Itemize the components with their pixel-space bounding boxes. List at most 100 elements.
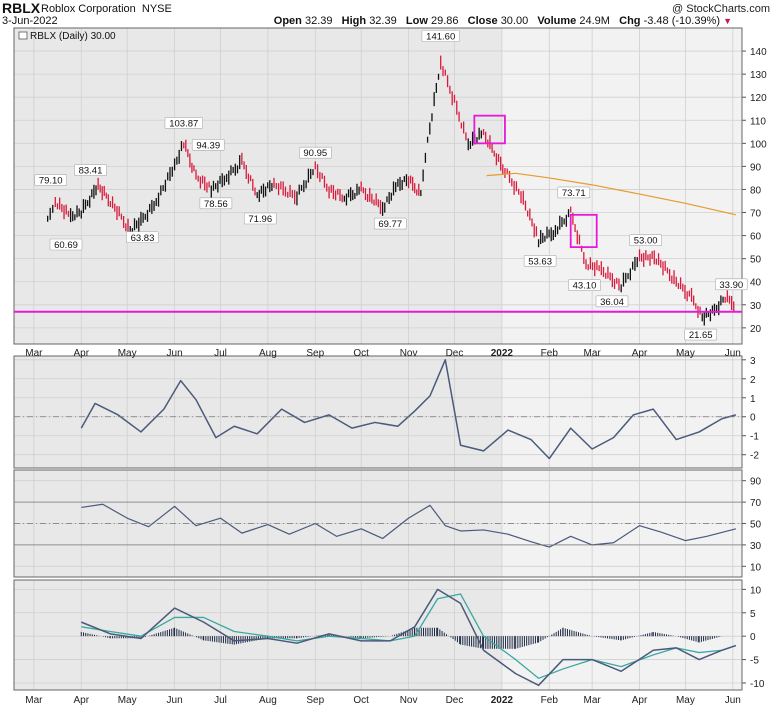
y-tick-label: 1 xyxy=(750,394,756,405)
price-annotation-box xyxy=(568,279,601,291)
chart-type-icon xyxy=(18,31,28,40)
price-annotation: 73.71 xyxy=(562,188,586,199)
y-tick-label: 110 xyxy=(750,116,766,127)
price-annotation: 141.60 xyxy=(426,31,455,42)
x-tick-label: Mar xyxy=(25,348,43,359)
price-annotation: 83.41 xyxy=(79,166,103,177)
y-tick-label: 100 xyxy=(750,139,767,150)
oscillator-line xyxy=(80,359,737,460)
price-annotation-box xyxy=(629,234,662,247)
y-tick-label: 0 xyxy=(750,413,756,424)
x-tick-label: Feb xyxy=(541,348,559,359)
x-tick-label: May xyxy=(118,695,137,706)
y-tick-label: 60 xyxy=(750,232,762,243)
x-tick-label: Aug xyxy=(259,348,277,359)
momentum-line xyxy=(81,503,737,548)
price-annotation-box xyxy=(164,117,203,129)
y-tick-label: 80 xyxy=(750,185,762,196)
y-tick-label: 10 xyxy=(750,585,762,596)
price-annotation-box xyxy=(714,278,748,291)
price-annotation-box xyxy=(74,164,107,176)
chart-header: RBLX Roblox Corporation NYSE 3-Jun-2022 … xyxy=(0,0,780,28)
x-tick-label: May xyxy=(676,348,695,359)
x-tick-label: Feb xyxy=(541,695,559,706)
price-annotation: 78.56 xyxy=(204,199,228,210)
price-annotation-box xyxy=(243,212,277,225)
y-tick-label: 120 xyxy=(750,93,767,104)
x-tick-label: Jun xyxy=(167,695,183,706)
panel-bg-2021 xyxy=(14,356,502,468)
x-tick-label: Oct xyxy=(353,348,369,359)
y-tick-label: 90 xyxy=(750,162,762,173)
price-annotation: 43.10 xyxy=(573,281,597,292)
price-annotation: 79.10 xyxy=(39,176,63,187)
price-annotation: 103.87 xyxy=(169,118,198,129)
y-tick-label: 30 xyxy=(750,541,762,552)
x-tick-label: Mar xyxy=(25,695,43,706)
x-tick-label: Jul xyxy=(214,348,227,359)
y-tick-label: 20 xyxy=(750,324,762,335)
y-tick-label: 50 xyxy=(750,255,762,266)
company-name: Roblox Corporation NYSE xyxy=(41,3,172,15)
price-annotation: 53.00 xyxy=(634,236,658,247)
price-annotation-box xyxy=(298,146,332,159)
price-annotation-box xyxy=(373,217,407,230)
panel-bg-2021 xyxy=(14,28,502,344)
price-annotation: 21.65 xyxy=(689,330,713,341)
panel-bg-2022 xyxy=(501,28,742,344)
legend-swatch xyxy=(18,31,28,40)
price-annotation: 71.96 xyxy=(248,214,272,225)
x-tick-label: May xyxy=(118,348,137,359)
x-tick-label: Aug xyxy=(259,695,277,706)
x-tick-label: Jun xyxy=(725,695,741,706)
x-tick-label: Jul xyxy=(214,695,227,706)
quote-summary: Open 32.39 High 32.39 Low 29.86 Close 30… xyxy=(273,15,732,27)
copyright: @ StockCharts.com xyxy=(672,3,770,15)
price-annotation-box xyxy=(557,186,591,199)
y-tick-label: 10 xyxy=(750,562,762,573)
y-tick-label: 130 xyxy=(750,70,767,81)
x-tick-label: Jun xyxy=(725,348,741,359)
y-tick-label: 30 xyxy=(750,301,762,312)
x-tick-label: Oct xyxy=(353,695,369,706)
highlight-box xyxy=(569,213,598,249)
price-annotation: 63.83 xyxy=(131,233,155,244)
highlight-box xyxy=(473,114,506,145)
x-tick-label: Apr xyxy=(632,695,648,706)
price-annotation: 69.77 xyxy=(378,219,402,230)
price-annotation-box xyxy=(523,254,557,267)
y-tick-label: 140 xyxy=(750,47,767,58)
price-annotation-box xyxy=(49,238,83,251)
price-annotation-box xyxy=(191,138,225,151)
x-tick-label: Jun xyxy=(167,348,183,359)
y-tick-label: 40 xyxy=(750,278,762,289)
symbol: RBLX xyxy=(2,0,41,16)
y-tick-label: -2 xyxy=(750,451,759,462)
x-tick-label: Apr xyxy=(74,695,90,706)
price-annotation-box xyxy=(595,295,629,308)
price-annotation: 90.95 xyxy=(303,148,327,159)
price-annotation: 60.69 xyxy=(54,240,78,251)
quote-date: 3-Jun-2022 xyxy=(2,15,58,27)
moving-average-line xyxy=(486,172,737,216)
y-tick-label: 70 xyxy=(750,209,762,220)
y-tick-label: -5 xyxy=(750,656,759,667)
macd-line xyxy=(81,588,737,687)
down-triangle-icon: ▼ xyxy=(723,16,732,26)
y-tick-label: -10 xyxy=(750,679,765,690)
panel-border xyxy=(13,579,743,691)
x-tick-label: May xyxy=(676,695,695,706)
x-tick-label: 2022 xyxy=(491,695,514,706)
x-tick-label: Dec xyxy=(446,348,464,359)
y-tick-label: -1 xyxy=(750,432,759,443)
macd-signal-line xyxy=(81,593,737,679)
y-tick-label: 3 xyxy=(750,356,756,367)
x-tick-label: Dec xyxy=(446,695,464,706)
x-tick-label: Apr xyxy=(74,348,90,359)
panel-border xyxy=(13,27,743,345)
panel-border xyxy=(13,355,743,469)
y-tick-label: 90 xyxy=(750,477,762,488)
x-tick-label: Mar xyxy=(584,695,602,706)
panel-bg-2022 xyxy=(501,356,742,468)
